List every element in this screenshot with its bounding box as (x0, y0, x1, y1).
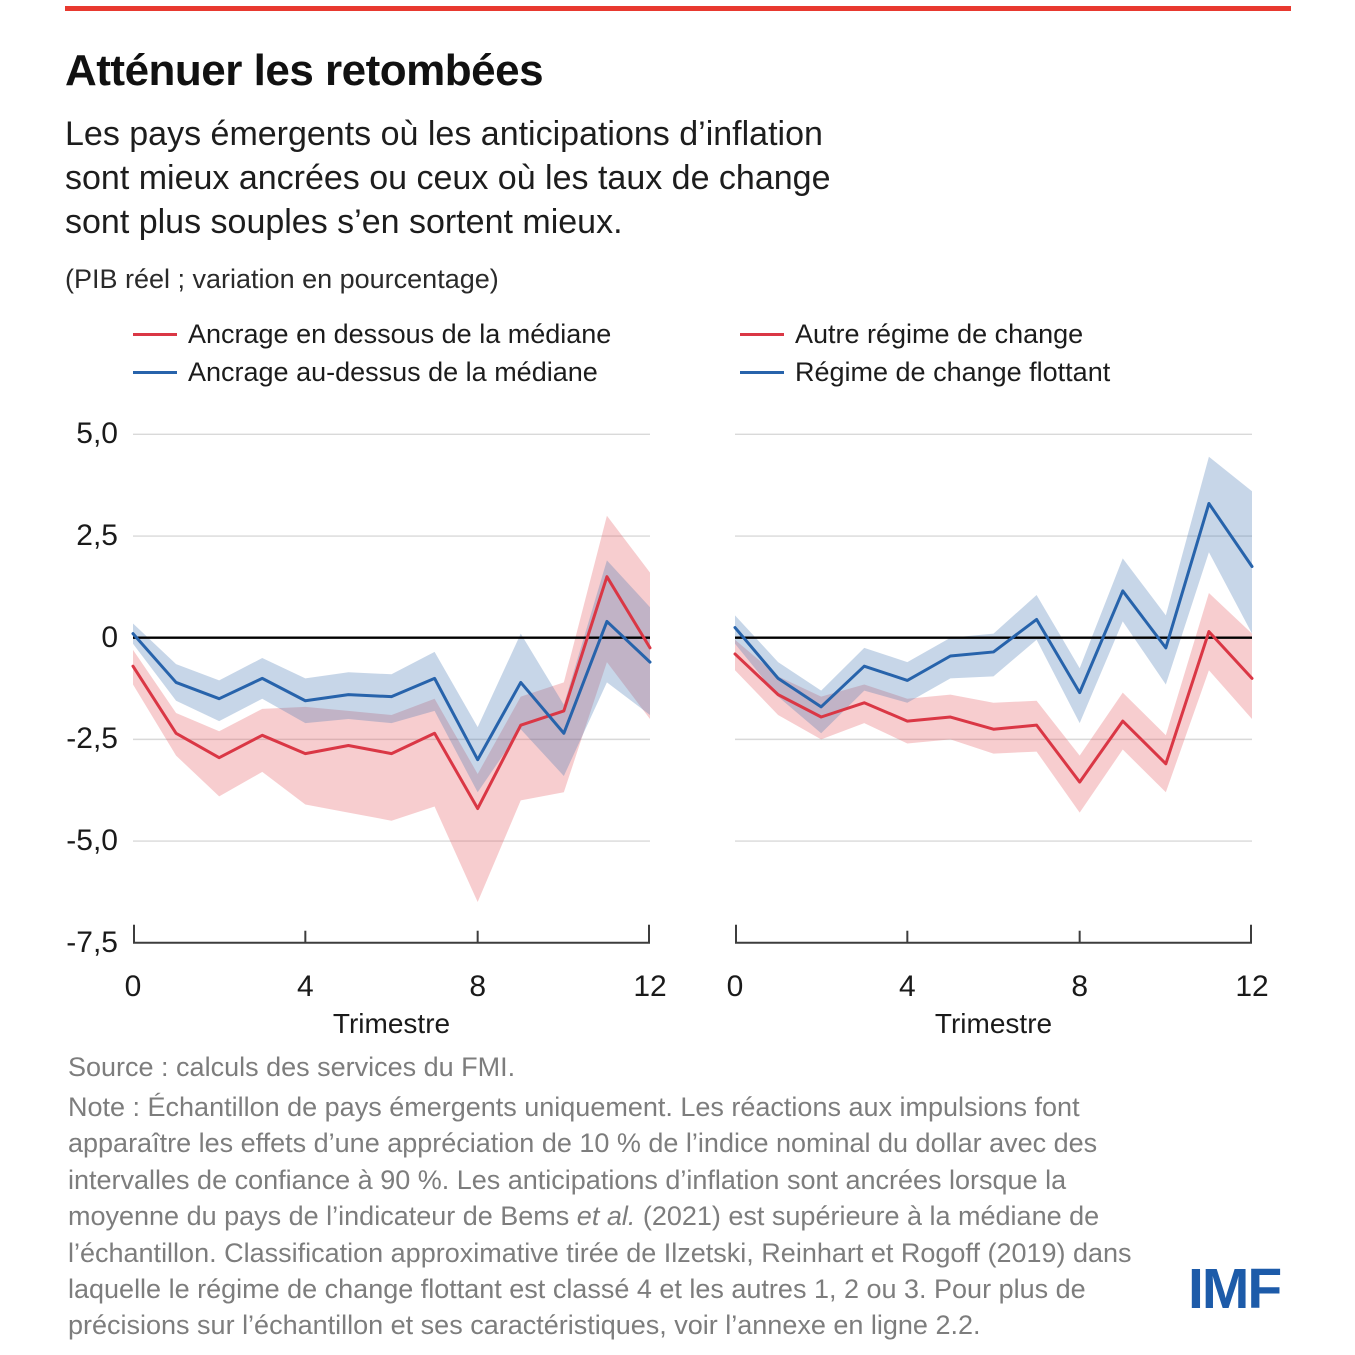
line-chart-anchoring: Trimestre 0 4 8 12 5,0 2,5 0 -2,5 -5,0 -7,5 (66, 417, 666, 1050)
y-tick-label: -7,5 (66, 925, 118, 959)
x-tick-label: 12 (1235, 970, 1269, 1003)
y-tick-label: 5,0 (76, 417, 118, 451)
note-italic-et-al: et al. (576, 1201, 636, 1232)
x-axis-title: Trimestre (332, 1008, 451, 1039)
top-rule (65, 6, 1291, 11)
unit-label: (PIB réel ; variation en pourcentage) (65, 264, 499, 294)
x-axis-title: Trimestre (934, 1008, 1053, 1039)
legend-label: Ancrage en dessous de la médiane (188, 319, 612, 349)
x-tick-label: 12 (633, 970, 667, 1003)
legend-right-panel: Autre régime de change Régime de change … (740, 319, 1111, 387)
legend-label: Autre régime de change (795, 319, 1084, 349)
legend-swatch-blue-line (133, 371, 177, 374)
x-tick-label: 8 (469, 970, 486, 1003)
note-part-2: (2021) est supérieure à la médiane de l’… (68, 1201, 1132, 1341)
legend-item: Ancrage en dessous de la médiane (133, 319, 612, 349)
x-tick-label: 0 (124, 970, 142, 1003)
legend-left-panel: Ancrage en dessous de la médiane Ancrage… (133, 319, 612, 387)
legend-label: Ancrage au-dessus de la médiane (188, 357, 598, 387)
x-tick-label: 0 (726, 970, 744, 1003)
legend-item: Autre régime de change (740, 319, 1110, 349)
note-part-1: Note : Échantillon de pays émergents uni… (68, 1092, 1098, 1232)
source-text: Source : calculs des services du FMI. (68, 1052, 516, 1082)
subtitle-line-3: sont plus souples s’en sortent mieux. (65, 203, 623, 241)
legend-item: Régime de change flottant (740, 357, 1111, 387)
legend-swatch-red-line (740, 333, 784, 336)
subtitle-line-1: Les pays émergents où les anticipations … (65, 115, 823, 153)
y-tick-label: -5,0 (66, 824, 118, 858)
legend-label: Régime de change flottant (795, 357, 1111, 387)
legend-swatch-red-line (133, 333, 177, 336)
y-tick-label: -2,5 (66, 722, 118, 756)
legend-item: Ancrage au-dessus de la médiane (133, 357, 611, 387)
imf-logo: IMF (1188, 1257, 1282, 1321)
subtitle-line-2: sont mieux ancrées ou ceux où les taux d… (65, 159, 831, 197)
legend-swatch-blue-line (740, 371, 784, 374)
note-text: Note : Échantillon de pays émergents uni… (68, 1089, 1158, 1344)
y-tick-label: 2,5 (76, 519, 118, 553)
y-tick-label: 0 (101, 620, 118, 654)
x-tick-label: 4 (296, 970, 314, 1003)
chart-subtitle: Les pays émergents où les anticipations … (65, 112, 830, 244)
x-tick-label: 4 (898, 970, 916, 1003)
page-title: Atténuer les retombées (65, 46, 544, 95)
line-chart-exchange-regime: Trimestre 0 4 8 12 (727, 430, 1269, 1050)
x-tick-label: 8 (1071, 970, 1088, 1003)
